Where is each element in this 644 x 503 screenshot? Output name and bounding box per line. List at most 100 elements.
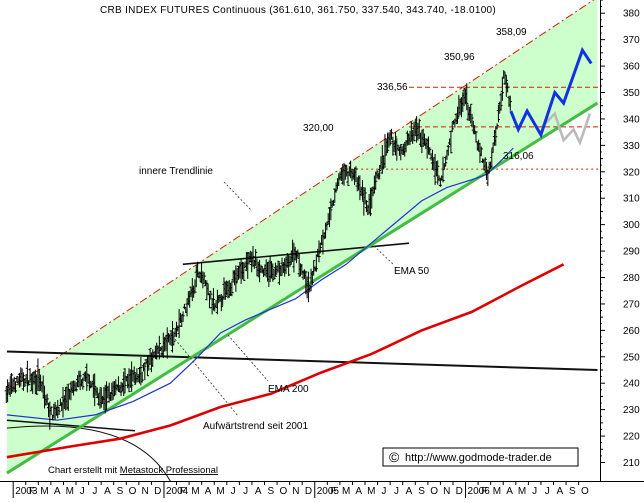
x-tick-label: F xyxy=(331,486,337,497)
x-tick-label: S xyxy=(569,486,576,497)
projection-alt-path xyxy=(541,111,592,147)
x-tick-label: J xyxy=(381,486,386,497)
x-tick-label: A xyxy=(506,486,513,497)
y-tick-label: 220 xyxy=(623,432,640,443)
website-box[interactable]: © http://www.godmode-trader.de xyxy=(382,447,579,467)
y-tick-label: 320 xyxy=(623,167,640,178)
credit-text: Chart erstellt mit Metastock Professiona… xyxy=(48,465,218,476)
y-tick-label: 330 xyxy=(623,141,640,152)
ema50-label: EMA 50 xyxy=(394,266,429,277)
website-box-frame xyxy=(382,447,579,467)
chart-title: CRB INDEX FUTURES Continuous (361.610, 3… xyxy=(100,5,496,16)
x-tick-label: J xyxy=(532,486,537,497)
ema50-leader xyxy=(373,245,395,266)
x-tick-label: M xyxy=(40,486,48,497)
website-url[interactable]: http://www.godmode-trader.de xyxy=(405,452,552,464)
ema200-line xyxy=(6,263,565,459)
plot-frame xyxy=(0,0,644,482)
price-label-320: 320,00 xyxy=(303,123,334,134)
x-tick-label: 2004 xyxy=(166,486,189,497)
x-tick-label: N xyxy=(443,486,450,497)
x-tick-label: F xyxy=(180,486,186,497)
x-tick-label: A xyxy=(355,486,362,497)
ema200-label: EMA 200 xyxy=(268,384,309,395)
x-tick-label: J xyxy=(80,486,85,497)
uptrend-label: Aufwärtstrend seit 2001 xyxy=(203,421,308,432)
y-tick-label: 310 xyxy=(623,194,640,205)
y-tick-label: 230 xyxy=(623,405,640,416)
y-tick-label: 260 xyxy=(623,326,640,337)
x-tick-label: J xyxy=(394,486,399,497)
x-tick-label: F xyxy=(29,486,35,497)
x-tick-label: M xyxy=(518,486,526,497)
x-tick-label: D xyxy=(305,486,312,497)
x-tick-label: S xyxy=(267,486,274,497)
x-tick-label: D xyxy=(154,486,161,497)
projection xyxy=(509,46,593,147)
projection-main-path xyxy=(509,46,593,139)
credit: Chart erstellt mit Metastock Professiona… xyxy=(48,465,218,476)
y-tick-label: 290 xyxy=(623,247,640,258)
y-tick-label: 250 xyxy=(623,352,640,363)
inner-trend-label: innere Trendlinie xyxy=(139,166,213,177)
y-tick-label: 360 xyxy=(623,62,640,73)
x-tick-label: N xyxy=(142,486,149,497)
trend-channel-area xyxy=(6,0,598,474)
x-tick-label: O xyxy=(430,486,438,497)
price-label-316: 316,06 xyxy=(503,151,534,162)
price-label-350: 350,96 xyxy=(444,52,475,63)
x-tick-label: A xyxy=(205,486,212,497)
price-label-336: 336,56 xyxy=(377,82,408,93)
y-tick-label: 380 xyxy=(623,9,640,20)
x-tick-label: S xyxy=(418,486,425,497)
x-tick-label: M xyxy=(342,486,350,497)
copyright-icon: © xyxy=(389,449,400,465)
x-tick-label: O xyxy=(581,486,589,497)
x-tick-label: N xyxy=(292,486,299,497)
credit-prefix: Chart erstellt mit xyxy=(48,465,120,476)
x-tick-label: M xyxy=(367,486,375,497)
x-tick-label: J xyxy=(92,486,97,497)
y-tick-label: 340 xyxy=(623,114,640,125)
uptrend-leader xyxy=(169,332,239,417)
y-tick-label: 240 xyxy=(623,379,640,390)
price-label-358: 358,09 xyxy=(496,27,527,38)
inner-trend-leader xyxy=(223,181,253,212)
channel-upper-line xyxy=(6,0,595,392)
old-trend-line xyxy=(6,419,136,432)
x-tick-label: O xyxy=(279,486,287,497)
trend-channel-fill xyxy=(6,0,598,474)
x-tick-label: A xyxy=(104,486,111,497)
y-axis: 210 220 230 240 250 260 270 280 290 300 310 320 330 3… xyxy=(600,0,640,469)
x-tick-label: J xyxy=(231,486,236,497)
inner-trendline xyxy=(182,242,410,266)
x-tick-label: M xyxy=(216,486,224,497)
old-resistance-line xyxy=(6,350,598,371)
x-tick-label: 2003 xyxy=(15,486,38,497)
x-tick-label: J xyxy=(243,486,248,497)
ohlc-bars xyxy=(4,70,512,430)
y-tick-label: 210 xyxy=(623,458,640,469)
x-tick-label: A xyxy=(255,486,262,497)
x-tick-label: M xyxy=(191,486,199,497)
x-tick-label: A xyxy=(556,486,563,497)
y-tick-label: 280 xyxy=(623,273,640,284)
x-tick-label: O xyxy=(129,486,137,497)
y-tick-label: 370 xyxy=(623,35,640,46)
trend-arc xyxy=(6,425,171,482)
y-tick-label: 270 xyxy=(623,299,640,310)
x-tick-label: A xyxy=(406,486,413,497)
x-tick-label: M xyxy=(493,486,501,497)
x-tick-label: S xyxy=(117,486,124,497)
y-tick-label: 300 xyxy=(623,220,640,231)
y-tick-label: 350 xyxy=(623,88,640,99)
x-tick-label: J xyxy=(545,486,550,497)
metastock-link[interactable]: Metastock Professional xyxy=(120,465,218,476)
x-tick-label: F xyxy=(481,486,487,497)
x-tick-label: D xyxy=(456,486,463,497)
x-tick-label: M xyxy=(66,486,74,497)
annotations: innere Trendlinie EMA 50 EMA 200 Aufwärt… xyxy=(139,27,534,432)
